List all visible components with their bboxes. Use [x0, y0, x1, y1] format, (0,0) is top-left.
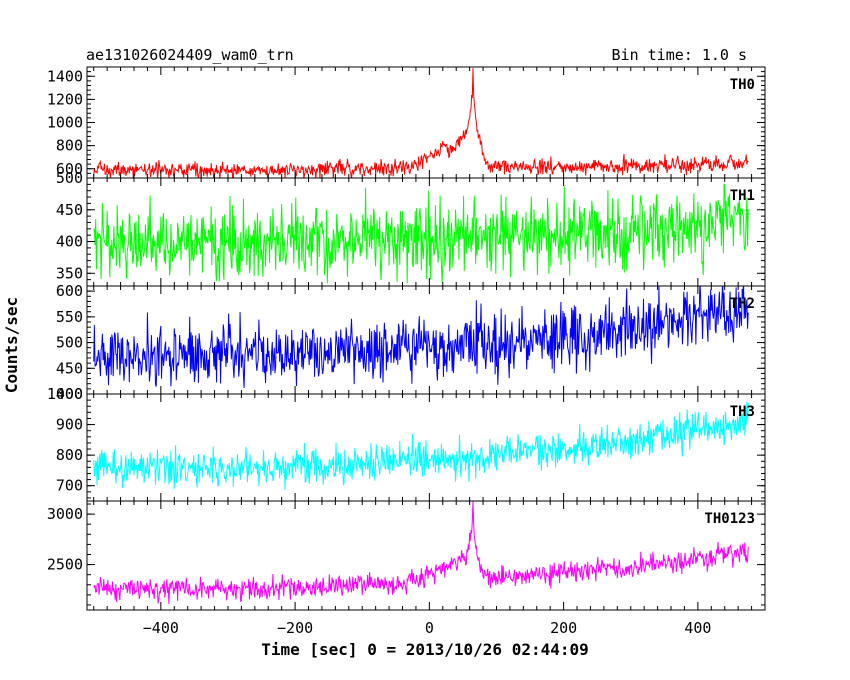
y-tick-label: 800	[56, 137, 83, 155]
y-tick-label: 800	[56, 446, 83, 464]
x-tick-label: −200	[277, 619, 313, 637]
bin-time-label: Bin time: 1.0 s	[612, 46, 747, 64]
panel-label-th0123: TH0123	[704, 511, 755, 527]
x-tick-label: −400	[143, 619, 179, 637]
panel-label-th0: TH0	[730, 77, 755, 93]
panel-label-th3: TH3	[730, 404, 755, 420]
panel-frame	[86, 66, 766, 179]
y-tick-label: 2500	[47, 556, 83, 574]
panel-label-th2: TH2	[730, 296, 755, 312]
y-tick-label: 500	[56, 334, 83, 352]
series-th2	[93, 286, 749, 389]
panel-th2: 400 450 500 550 600 TH2	[56, 282, 766, 403]
y-tick-label: 500	[56, 169, 83, 187]
panel-th3: 700 800 900 1000 TH3	[47, 385, 766, 502]
y-tick-label: 450	[56, 359, 83, 377]
y-axis-label: Counts/sec	[2, 297, 21, 393]
y-tick-label: 1200	[47, 90, 83, 108]
y-tick-label: 1000	[47, 114, 83, 132]
series-th3	[93, 401, 749, 490]
chart-title: ae131026024409_wam0_trn	[86, 46, 294, 64]
y-tick-label: 600	[56, 160, 83, 178]
panel-th1: 350 400 450 500 TH1	[56, 169, 766, 287]
x-tick-label: 400	[684, 619, 711, 637]
y-tick-label: 1000	[47, 385, 83, 403]
panel-th0: 600 800 1000 1200 1400 TH0	[47, 66, 766, 179]
x-tick-label: 200	[550, 619, 577, 637]
series-th0123	[93, 501, 749, 604]
panel-label-th1: TH1	[730, 188, 755, 204]
series-th0	[93, 68, 749, 178]
y-tick-label: 400	[56, 233, 83, 251]
y-tick-label: 900	[56, 416, 83, 434]
x-axis-label: Time [sec] 0 = 2013/10/26 02:44:09	[261, 640, 589, 659]
y-tick-label: 350	[56, 264, 83, 282]
y-tick-label: 550	[56, 308, 83, 326]
y-tick-label: 400	[56, 385, 83, 403]
y-tick-label: 600	[56, 282, 83, 300]
y-tick-label: 3000	[47, 505, 83, 523]
y-tick-label: 450	[56, 201, 83, 219]
series-th1	[93, 183, 749, 284]
panel-th0123: 2500 3000 TH0123	[47, 500, 766, 611]
x-tick-label: 0	[425, 619, 434, 637]
y-tick-label: 700	[56, 477, 83, 495]
panel-frame	[86, 500, 766, 611]
y-tick-label: 1400	[47, 67, 83, 85]
